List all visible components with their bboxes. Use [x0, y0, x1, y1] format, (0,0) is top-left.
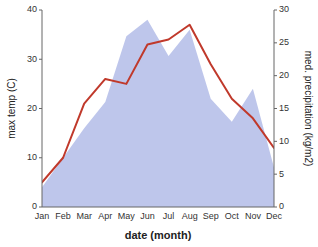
axes: 0 10 20 30 40 0 5 10 15 20 25 30 Jan Feb Mar Apr May Jun J…	[27, 4, 289, 221]
x-tick-label: Nov	[245, 211, 262, 221]
y2-axis-label: med. precipitation (kg/m2)	[303, 51, 314, 167]
chart: 0 10 20 30 40 0 5 10 15 20 25 30 Jan Feb Mar Apr May Jun J…	[0, 0, 318, 247]
y-tick	[39, 207, 42, 208]
area	[42, 20, 274, 207]
y-tick-label: 40	[27, 4, 37, 14]
y2-tick-label: 20	[279, 70, 289, 80]
y-tick	[39, 10, 42, 11]
page: {"chart_data": {"type": "line", "categor…	[0, 0, 318, 247]
x-tick-label: Mar	[76, 211, 92, 221]
y-tick-label: 20	[27, 103, 37, 113]
x-tick-label: Oct	[225, 211, 240, 221]
x-tick-label: Jul	[163, 211, 175, 221]
plot-area	[42, 20, 274, 207]
x-tick-label: Jun	[140, 211, 155, 221]
y-tick-label: 10	[27, 152, 37, 162]
x-axis-label: date (month)	[125, 229, 192, 241]
line	[42, 25, 274, 183]
y-tick	[39, 157, 42, 158]
x-tick-label: Aug	[182, 211, 198, 221]
y-tick-label: 30	[27, 54, 37, 64]
y2-tick	[274, 174, 277, 175]
y2-tick-label: 25	[279, 37, 289, 47]
y2-tick-label: 15	[279, 103, 289, 113]
x-tick-label: Sep	[203, 211, 219, 221]
x-tick-label: Jan	[35, 211, 50, 221]
y-tick	[39, 59, 42, 60]
y2-tick-label: 30	[279, 4, 289, 14]
x-tick-label: Apr	[98, 211, 112, 221]
y-tick-label: 0	[32, 201, 37, 211]
y-axis-label: max temp (C)	[6, 78, 17, 139]
y-tick	[39, 108, 42, 109]
y2-tick	[274, 207, 277, 208]
x-tick-label: Dec	[266, 211, 283, 221]
y2-tick	[274, 75, 277, 76]
y2-tick	[274, 141, 277, 142]
x-tick-label: May	[118, 211, 136, 221]
y2-tick-label: 10	[279, 136, 289, 146]
x-tick-label: Feb	[55, 211, 71, 221]
x-axis-line	[42, 207, 274, 208]
y2-tick	[274, 42, 277, 43]
y2-tick	[274, 10, 277, 11]
y2-tick-label: 0	[279, 201, 284, 211]
y2-tick	[274, 108, 277, 109]
y2-tick-label: 5	[279, 169, 284, 179]
